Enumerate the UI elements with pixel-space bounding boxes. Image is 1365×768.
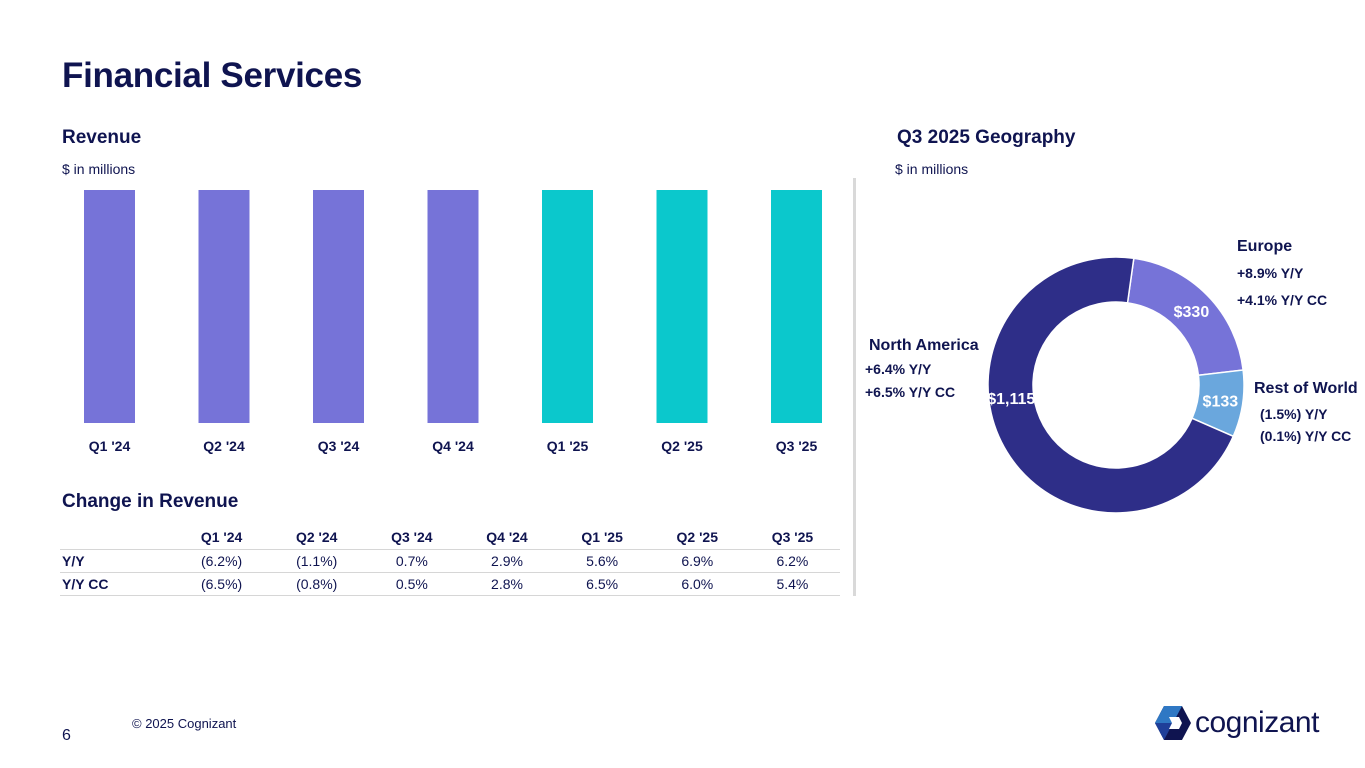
cognizant-logo-icon [1155, 706, 1191, 740]
north-america-slice [987, 256, 1235, 514]
row-label: Y/Y [60, 549, 174, 573]
page-number: 6 [62, 727, 71, 744]
table-cell: (1.1%) [269, 549, 365, 573]
change-in-revenue-table: Q1 '24 Q2 '24 Q3 '24 Q4 '24 Q1 '25 Q2 '2… [60, 526, 840, 596]
geography-title: Q3 2025 Geography [897, 127, 1076, 148]
column-header: Q3 '24 [364, 526, 460, 550]
section-divider [853, 178, 856, 596]
row-label: Y/Y CC [60, 572, 174, 596]
x-tick-label: Q1 '25 [547, 438, 589, 454]
table-cell: (6.2%) [174, 549, 270, 573]
europe-yy: +8.9% Y/Y [1237, 265, 1304, 281]
table-cell: 5.4% [744, 572, 840, 596]
table-cell: 6.9% [649, 549, 745, 573]
table-corner [60, 526, 174, 550]
page-title: Financial Services [62, 56, 363, 95]
north-america-label: North America [869, 337, 979, 354]
x-tick-label: Q3 '25 [776, 438, 818, 454]
table-header-row: Q1 '24 Q2 '24 Q3 '24 Q4 '24 Q1 '25 Q2 '2… [60, 526, 840, 550]
column-header: Q1 '25 [554, 526, 650, 550]
rest-of-world-yy: (1.5%) Y/Y [1260, 406, 1328, 422]
bar-q2-25 [656, 190, 708, 423]
rest-of-world-label: Rest of World [1254, 380, 1358, 397]
x-tick-label: Q3 '24 [318, 438, 360, 454]
bar-q4-24 [427, 190, 479, 423]
column-header: Q2 '25 [649, 526, 745, 550]
europe-value-label: $330 [1174, 304, 1210, 321]
table-cell: 6.2% [744, 549, 840, 573]
revenue-unit: $ in millions [62, 161, 136, 177]
column-header: Q1 '24 [174, 526, 270, 550]
table-cell: (6.5%) [174, 572, 270, 596]
table-cell: 5.6% [554, 549, 650, 573]
table-cell: 2.9% [459, 549, 555, 573]
column-header: Q2 '24 [269, 526, 365, 550]
x-tick-label: Q2 '24 [203, 438, 245, 454]
north-america-yycc: +6.5% Y/Y CC [865, 384, 956, 400]
table-cell: 6.5% [554, 572, 650, 596]
cognizant-logo: cognizant [1155, 706, 1319, 740]
table-cell: 0.5% [364, 572, 460, 596]
north-america-yy: +6.4% Y/Y [865, 361, 932, 377]
table-cell: (0.8%) [269, 572, 365, 596]
europe-label: Europe [1237, 238, 1293, 255]
x-tick-label: Q4 '24 [432, 438, 474, 454]
table-row: Y/Y CC (6.5%) (0.8%) 0.5% 2.8% 6.5% 6.0%… [60, 572, 840, 596]
table-row: Y/Y (6.2%) (1.1%) 0.7% 2.9% 5.6% 6.9% 6.… [60, 549, 840, 573]
column-header: Q3 '25 [744, 526, 840, 550]
table-cell: 6.0% [649, 572, 745, 596]
bar-q3-25 [771, 190, 822, 423]
x-tick-label: Q2 '25 [661, 438, 703, 454]
bar-q3-24 [313, 190, 364, 423]
revenue-bar-chart: $1,385Q1 '24$1,447Q2 '24$1,486Q3 '24$1,4… [84, 190, 822, 454]
north-america-value-label: $1,115 [987, 391, 1035, 408]
geography-unit: $ in millions [895, 161, 969, 177]
x-tick-label: Q1 '24 [89, 438, 131, 454]
geography-donut-chart: $330 $133 $1,115 [987, 256, 1245, 514]
revenue-title: Revenue [62, 127, 142, 148]
table-cell: 2.8% [459, 572, 555, 596]
rest-of-world-yycc: (0.1%) Y/Y CC [1260, 428, 1352, 444]
bar-q1-24 [84, 190, 135, 423]
bar-q1-25 [542, 190, 593, 423]
change-title: Change in Revenue [62, 491, 239, 512]
bar-q2-24 [198, 190, 250, 423]
column-header: Q4 '24 [459, 526, 555, 550]
copyright-text: © 2025 Cognizant [132, 716, 237, 731]
logo-text: cognizant [1195, 706, 1319, 739]
table-cell: 0.7% [364, 549, 460, 573]
rest-of-world-value-label: $133 [1203, 394, 1239, 411]
europe-yycc: +4.1% Y/Y CC [1237, 292, 1328, 308]
